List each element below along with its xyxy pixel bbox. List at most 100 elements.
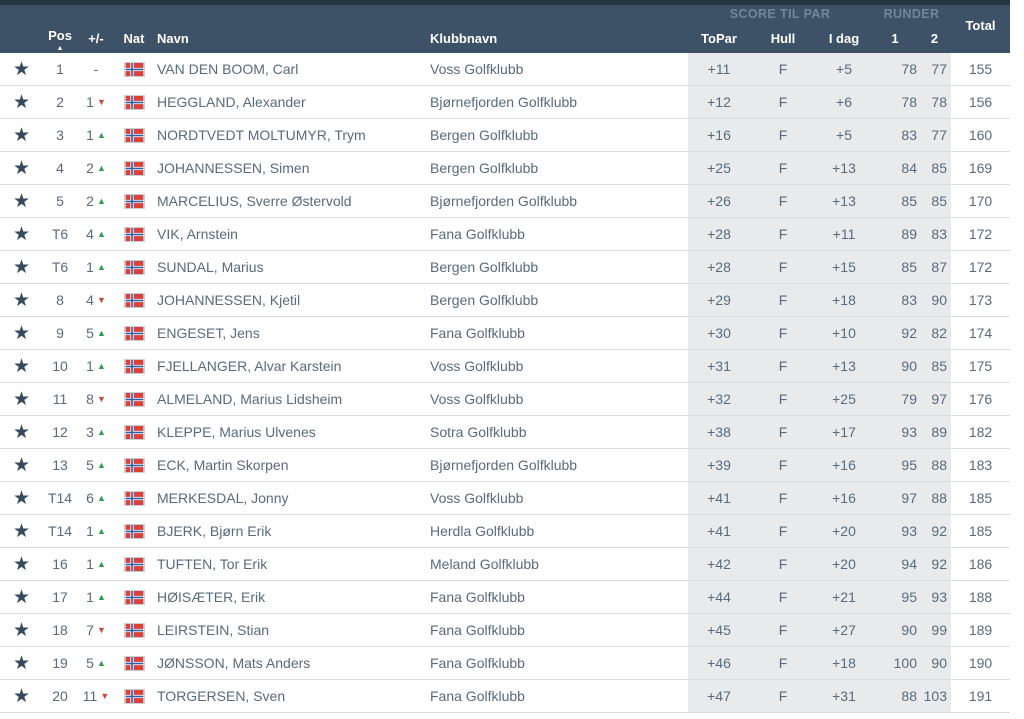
club-name: Bjørnefjorden Golfklubb — [430, 457, 578, 473]
table-row[interactable]: ★ T6 4 ▲ VIK, Arnstein Fana Golfklubb +2… — [0, 218, 1010, 251]
nationality-flag — [116, 53, 152, 85]
round2-score: 103 — [918, 680, 951, 712]
favorite-star-icon[interactable]: ★ — [13, 91, 31, 113]
nationality-flag — [116, 515, 152, 547]
table-row[interactable]: ★ 3 1 ▲ NORDTVEDT MOLTUMYR, Trym Bergen … — [0, 119, 1010, 152]
table-row[interactable]: ★ 18 7 ▼ LEIRSTEIN, Stian Fana Golfklubb… — [0, 614, 1010, 647]
player-name[interactable]: KLEPPE, Marius Ulvenes — [157, 424, 316, 440]
norway-flag-icon — [123, 94, 145, 110]
table-row[interactable]: ★ 4 2 ▲ JOHANNESSEN, Simen Bergen Golfkl… — [0, 152, 1010, 185]
club-name: Voss Golfklubb — [430, 490, 524, 506]
table-row[interactable]: ★ 9 5 ▲ ENGESET, Jens Fana Golfklubb +30… — [0, 317, 1010, 350]
col-header-round2[interactable]: 2 — [930, 30, 939, 46]
table-row[interactable]: ★ T14 1 ▲ BJERK, Bjørn Erik Herdla Golfk… — [0, 515, 1010, 548]
nationality-flag — [116, 614, 152, 646]
player-name[interactable]: FJELLANGER, Alvar Karstein — [157, 358, 342, 374]
col-header-idag[interactable]: I dag — [828, 30, 860, 46]
player-name[interactable]: JØNSSON, Mats Anders — [157, 655, 311, 671]
hull-value: F — [750, 185, 816, 217]
favorite-star-icon[interactable]: ★ — [13, 256, 31, 278]
total-score: 182 — [968, 424, 993, 440]
col-header-pos[interactable]: Pos ▲ — [44, 23, 76, 53]
idag-value: +13 — [816, 185, 872, 217]
table-row[interactable]: ★ 2 1 ▼ HEGGLAND, Alexander Bjørnefjorde… — [0, 86, 1010, 119]
favorite-star-icon[interactable]: ★ — [13, 157, 31, 179]
table-row[interactable]: ★ 12 3 ▲ KLEPPE, Marius Ulvenes Sotra Go… — [0, 416, 1010, 449]
col-header-name[interactable]: Navn — [157, 30, 189, 46]
table-row[interactable]: ★ 10 1 ▲ FJELLANGER, Alvar Karstein Voss… — [0, 350, 1010, 383]
nationality-flag — [116, 218, 152, 250]
table-row[interactable]: ★ 17 1 ▲ HØISÆTER, Erik Fana Golfklubb +… — [0, 581, 1010, 614]
player-name[interactable]: VAN DEN BOOM, Carl — [157, 61, 299, 77]
favorite-star-icon[interactable]: ★ — [13, 586, 31, 608]
round1-score: 85 — [872, 251, 918, 283]
change-arrow-icon: ▲ — [96, 591, 106, 602]
norway-flag-icon — [123, 226, 145, 242]
player-name[interactable]: TUFTEN, Tor Erik — [157, 556, 268, 572]
topar-value: +25 — [688, 152, 750, 184]
player-name[interactable]: JOHANNESSEN, Kjetil — [157, 292, 301, 308]
player-name[interactable]: SUNDAL, Marius — [157, 259, 264, 275]
player-name[interactable]: MARCELIUS, Sverre Østervold — [157, 193, 352, 209]
favorite-cell: ★ — [0, 416, 44, 448]
player-name[interactable]: HØISÆTER, Erik — [157, 589, 266, 605]
player-name[interactable]: ECK, Martin Skorpen — [157, 457, 289, 473]
round1-score: 83 — [872, 284, 918, 316]
favorite-cell: ★ — [0, 581, 44, 613]
col-header-total[interactable]: Total — [965, 17, 996, 33]
player-name[interactable]: BJERK, Bjørn Erik — [157, 523, 272, 539]
idag-value: +20 — [816, 548, 872, 580]
favorite-star-icon[interactable]: ★ — [13, 223, 31, 245]
favorite-star-icon[interactable]: ★ — [13, 619, 31, 641]
player-name[interactable]: LEIRSTEIN, Stian — [157, 622, 270, 638]
table-row[interactable]: ★ 5 2 ▲ MARCELIUS, Sverre Østervold Bjør… — [0, 185, 1010, 218]
round1-score: 79 — [872, 383, 918, 415]
player-name[interactable]: JOHANNESSEN, Simen — [157, 160, 310, 176]
nationality-flag — [116, 284, 152, 316]
player-name[interactable]: MERKESDAL, Jonny — [157, 490, 289, 506]
table-row[interactable]: ★ 1 - VAN DEN BOOM, Carl Voss Golfklubb … — [0, 53, 1010, 86]
favorite-star-icon[interactable]: ★ — [13, 190, 31, 212]
position-change: 4 ▲ — [76, 218, 116, 250]
favorite-star-icon[interactable]: ★ — [13, 652, 31, 674]
favorite-star-icon[interactable]: ★ — [13, 454, 31, 476]
idag-value: +13 — [816, 350, 872, 382]
favorite-star-icon[interactable]: ★ — [13, 124, 31, 146]
favorite-star-icon[interactable]: ★ — [13, 289, 31, 311]
col-header-change[interactable]: +/- — [88, 30, 104, 46]
table-row[interactable]: ★ 11 8 ▼ ALMELAND, Marius Lidsheim Voss … — [0, 383, 1010, 416]
table-row[interactable]: ★ 20 11 ▼ TORGERSEN, Sven Fana Golfklubb… — [0, 680, 1010, 713]
favorite-star-icon[interactable]: ★ — [13, 553, 31, 575]
col-header-hull[interactable]: Hull — [770, 30, 796, 46]
col-header-topar[interactable]: ToPar — [701, 30, 737, 46]
round2-score: 93 — [918, 581, 951, 613]
favorite-star-icon[interactable]: ★ — [13, 520, 31, 542]
col-header-club[interactable]: Klubbnavn — [430, 30, 498, 46]
favorite-star-icon[interactable]: ★ — [13, 685, 31, 707]
table-row[interactable]: ★ 13 5 ▲ ECK, Martin Skorpen Bjørnefjord… — [0, 449, 1010, 482]
favorite-star-icon[interactable]: ★ — [13, 388, 31, 410]
player-name[interactable]: NORDTVEDT MOLTUMYR, Trym — [157, 127, 366, 143]
favorite-star-icon[interactable]: ★ — [13, 58, 31, 80]
col-header-round1[interactable]: 1 — [891, 30, 899, 46]
player-name[interactable]: ENGESET, Jens — [157, 325, 260, 341]
player-name[interactable]: ALMELAND, Marius Lidsheim — [157, 391, 343, 407]
favorite-star-icon[interactable]: ★ — [13, 487, 31, 509]
position-change: 6 ▲ — [76, 482, 116, 514]
position-value: 9 — [56, 325, 64, 341]
hull-value: F — [750, 317, 816, 349]
table-row[interactable]: ★ T6 1 ▲ SUNDAL, Marius Bergen Golfklubb… — [0, 251, 1010, 284]
player-name[interactable]: VIK, Arnstein — [157, 226, 238, 242]
change-arrow-icon: ▲ — [96, 492, 106, 503]
favorite-star-icon[interactable]: ★ — [13, 421, 31, 443]
favorite-star-icon[interactable]: ★ — [13, 322, 31, 344]
topar-value: +26 — [688, 185, 750, 217]
col-header-nat[interactable]: Nat — [123, 30, 145, 46]
table-row[interactable]: ★ 8 4 ▼ JOHANNESSEN, Kjetil Bergen Golfk… — [0, 284, 1010, 317]
table-row[interactable]: ★ 16 1 ▲ TUFTEN, Tor Erik Meland Golfklu… — [0, 548, 1010, 581]
player-name[interactable]: TORGERSEN, Sven — [157, 688, 286, 704]
favorite-star-icon[interactable]: ★ — [13, 355, 31, 377]
table-row[interactable]: ★ T14 6 ▲ MERKESDAL, Jonny Voss Golfklub… — [0, 482, 1010, 515]
player-name[interactable]: HEGGLAND, Alexander — [157, 94, 306, 110]
table-row[interactable]: ★ 19 5 ▲ JØNSSON, Mats Anders Fana Golfk… — [0, 647, 1010, 680]
